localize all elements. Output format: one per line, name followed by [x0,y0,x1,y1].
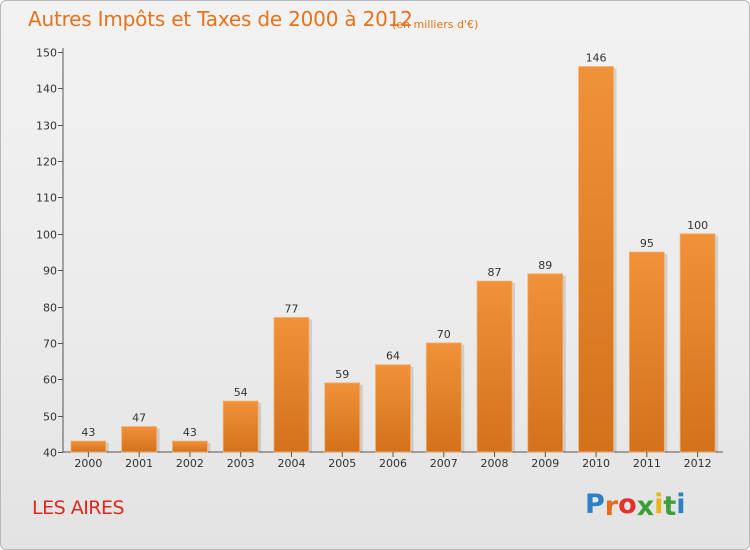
x-tick-label: 2007 [430,457,458,470]
data-label: 87 [488,266,502,279]
y-tick-label: 130 [36,120,57,133]
bar [273,317,310,453]
data-label: 77 [284,302,298,315]
data-label: 43 [81,426,95,439]
y-tick-label: 80 [43,302,57,315]
x-tick-label: 2008 [481,457,509,470]
logo-letter: P [585,489,605,520]
logo-letter: t [663,491,677,522]
chart-title: Autres Impôts et Taxes de 2000 à 2012 [28,7,413,31]
bar [578,66,614,453]
logo-letter: o [618,489,637,520]
x-tick-label: 2010 [582,457,610,470]
chart-subtitle: (en milliers d'€) [392,18,479,31]
data-label: 59 [335,368,349,381]
y-tick-label: 50 [43,411,57,424]
bar [527,273,564,453]
bar [70,440,107,453]
y-tick-label: 140 [36,83,57,96]
bar [425,342,462,453]
data-label: 54 [234,386,248,399]
data-label: 64 [386,350,400,363]
y-tick-label: 100 [36,229,57,242]
data-label: 100 [687,219,708,232]
x-tick-label: 2011 [633,457,661,470]
x-tick-label: 2000 [74,457,102,470]
bar [324,382,361,453]
logo-letter: i [654,489,664,520]
logo-letter: r [604,491,619,522]
bar [375,364,411,453]
y-tick-label: 70 [43,338,57,351]
logo-letter: i [676,489,686,520]
data-label: 43 [183,426,197,439]
y-tick-label: 90 [43,265,57,278]
y-tick-label: 40 [43,447,57,460]
data-label: 47 [132,412,146,425]
x-tick-label: 2001 [125,457,153,470]
x-tick-label: 2009 [531,457,559,470]
x-tick-label: 2012 [684,457,712,470]
bar [222,400,259,453]
data-label: 146 [586,52,607,65]
x-tick-label: 2005 [328,457,356,470]
data-label: 95 [640,237,654,250]
x-tick-label: 2004 [277,457,305,470]
y-tick-label: 150 [36,47,57,60]
bar [172,440,208,453]
x-tick-label: 2003 [227,457,255,470]
bar [476,280,513,453]
place-name: LES AIRES [32,497,125,519]
x-tick-label: 2006 [379,457,407,470]
proxiti-logo[interactable]: Proxiti [585,489,686,522]
bar [121,426,158,453]
bar [679,233,716,453]
y-tick-label: 60 [43,374,57,387]
x-tick-label: 2002 [176,457,204,470]
y-tick-label: 120 [36,156,57,169]
data-label: 89 [538,259,552,272]
data-label: 70 [437,328,451,341]
bar [628,251,665,453]
logo-letter: x [636,491,655,522]
y-tick-label: 110 [36,192,57,205]
